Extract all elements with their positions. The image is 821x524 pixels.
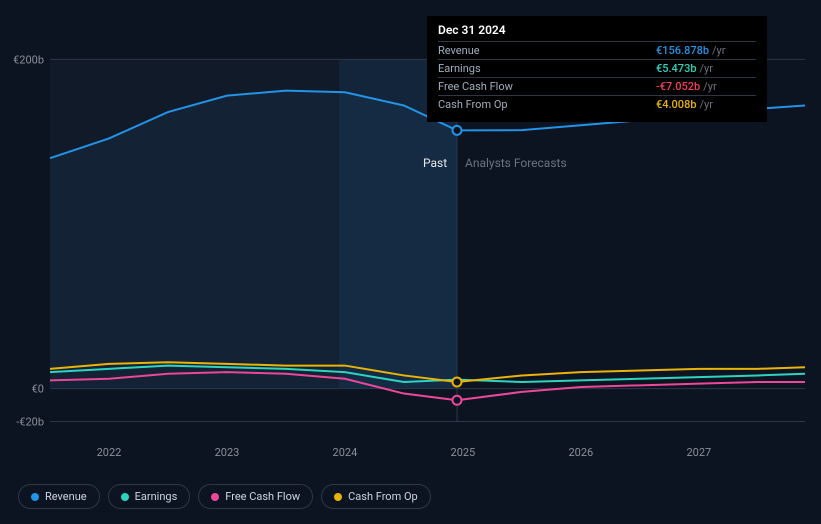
chart-legend: Revenue Earnings Free Cash Flow Cash From O… [18,484,431,509]
legend-dot [334,493,342,501]
tooltip-title: Dec 31 2024 [438,23,756,41]
legend-item-cash-from-op[interactable]: Cash From Op [321,484,431,509]
financials-chart: -€20b €0 €200b 2022 2023 2024 2025 2026 2027 Pas… [0,0,821,524]
svg-text:-€20b: -€20b [16,416,44,429]
tooltip-unit: /yr [712,44,725,57]
svg-text:2024: 2024 [333,446,358,459]
tooltip-label: Cash From Op [438,98,508,111]
tooltip-row: Earnings €5.473b/yr [438,59,756,77]
tooltip-value: €5.473b [656,62,697,75]
tooltip-row: Revenue €156.878b/yr [438,41,756,59]
tooltip-value: €4.008b [656,98,697,111]
tooltip-unit: /yr [700,62,713,75]
tooltip-label: Revenue [438,44,480,57]
svg-text:€200b: €200b [13,53,44,66]
svg-text:2026: 2026 [568,446,593,459]
tooltip-value: -€7.052b [656,80,700,93]
legend-item-free-cash-flow[interactable]: Free Cash Flow [198,484,313,509]
legend-dot [211,493,219,501]
region-label-forecast: Analysts Forecasts [465,156,567,170]
tooltip-label: Earnings [438,62,481,75]
legend-label: Cash From Op [348,490,418,503]
chart-tooltip: Dec 31 2024 Revenue €156.878b/yr Earnings €… [427,16,767,122]
tooltip-label: Free Cash Flow [438,80,513,93]
legend-label: Free Cash Flow [225,490,300,503]
region-label-past: Past [423,156,447,170]
tooltip-row: Cash From Op €4.008b/yr [438,95,756,113]
svg-text:€0: €0 [32,383,44,396]
svg-text:2023: 2023 [215,446,240,459]
legend-item-earnings[interactable]: Earnings [108,484,191,509]
legend-label: Earnings [135,490,178,503]
tooltip-unit: /yr [703,80,716,93]
svg-text:2025: 2025 [451,446,476,459]
legend-label: Revenue [45,490,87,503]
tooltip-row: Free Cash Flow -€7.052b/yr [438,77,756,95]
tooltip-value: €156.878b [656,44,709,57]
tooltip-unit: /yr [700,98,713,111]
svg-text:2027: 2027 [686,446,711,459]
legend-item-revenue[interactable]: Revenue [18,484,100,509]
svg-text:2022: 2022 [97,446,122,459]
legend-dot [31,493,39,501]
legend-dot [121,493,129,501]
